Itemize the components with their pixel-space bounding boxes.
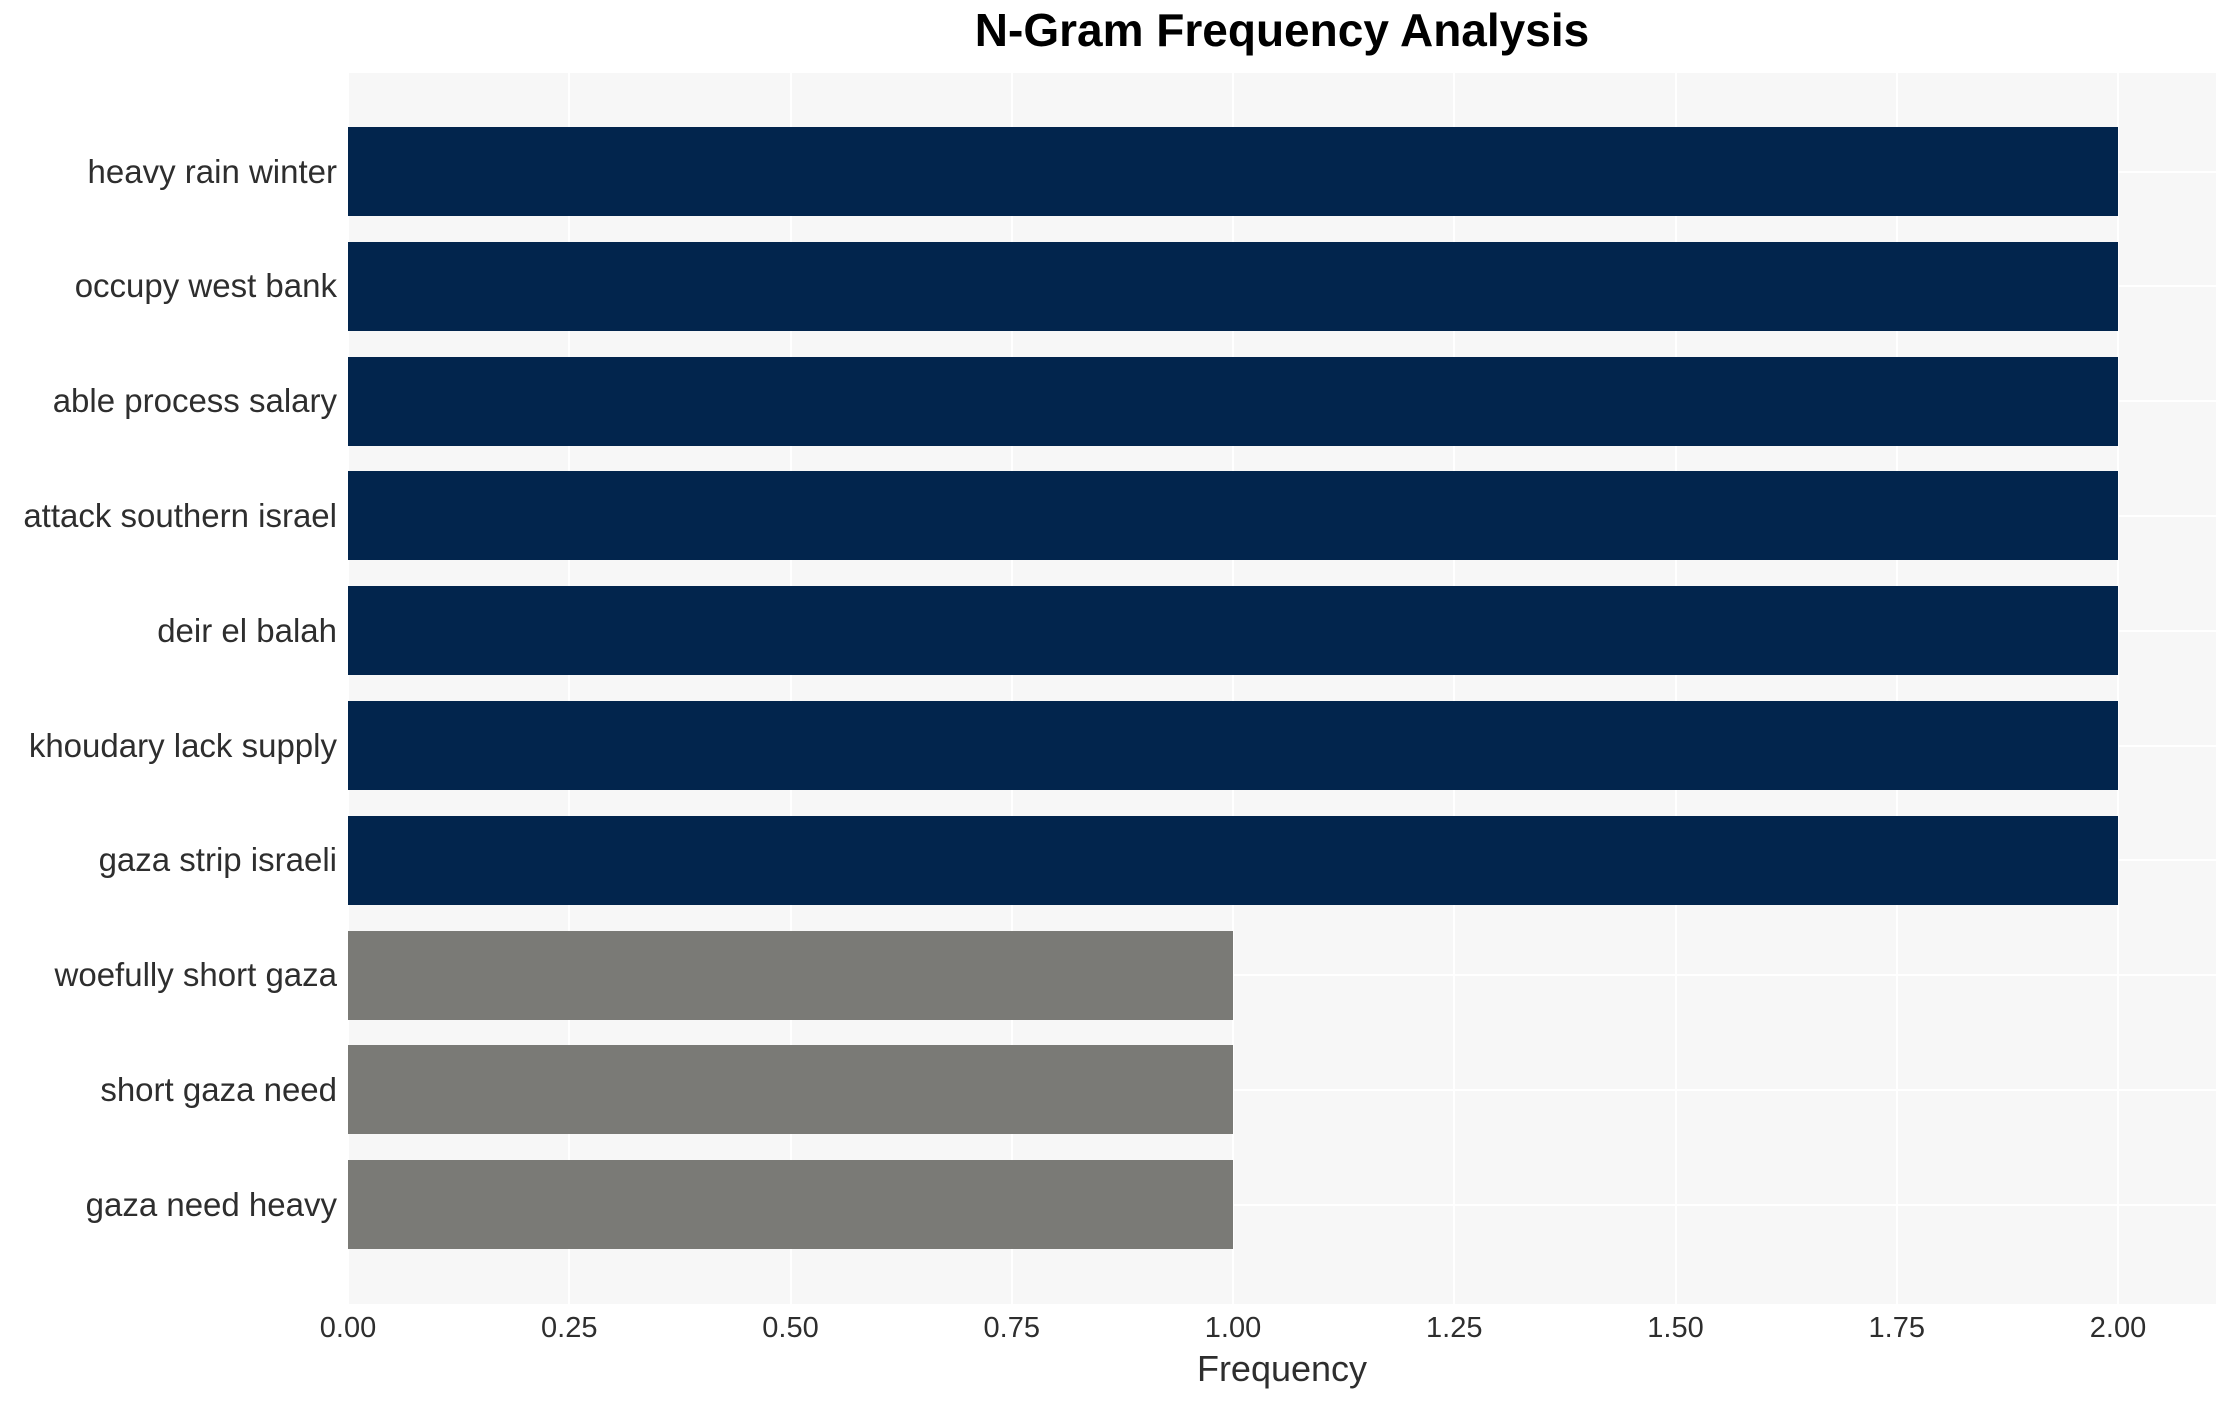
bar — [348, 701, 2118, 790]
x-tick-label: 0.50 — [762, 1312, 819, 1344]
y-axis-label: occupy west bank — [74, 267, 337, 305]
x-tick-label: 0.00 — [319, 1312, 377, 1344]
bar — [348, 1045, 1233, 1135]
x-tick-label: 1.25 — [1426, 1312, 1483, 1344]
x-tick-label: 0.25 — [541, 1312, 598, 1344]
bar — [348, 356, 2118, 446]
y-axis-label: woefully short gaza — [54, 956, 337, 994]
y-axis-label: attack southern israel — [23, 496, 337, 534]
x-tick-label: 1.50 — [1647, 1312, 1704, 1344]
y-axis-label: khoudary lack supply — [28, 726, 337, 764]
gridline-vertical — [1232, 73, 1234, 1304]
plot-area — [347, 73, 2216, 1304]
bar — [348, 1160, 1233, 1250]
gridline-horizontal — [348, 1088, 2216, 1091]
y-axis-label: deir el balah — [157, 611, 337, 649]
gridline-vertical — [1674, 73, 1677, 1304]
bar — [348, 815, 2118, 905]
y-axis-label: heavy rain winter — [87, 152, 337, 190]
chart-title: N-Gram Frequency Analysis — [974, 4, 1590, 56]
x-tick-label: 1.75 — [1868, 1312, 1925, 1344]
gridline-horizontal — [348, 1203, 2216, 1206]
x-axis-title: Frequency — [1196, 1348, 1368, 1389]
y-axis-label: short gaza need — [100, 1070, 337, 1108]
gridline-vertical — [1453, 73, 1456, 1304]
y-axis-label: gaza strip israeli — [98, 841, 337, 879]
gridline-vertical — [789, 73, 792, 1304]
bar — [348, 241, 2118, 331]
bar — [348, 586, 2118, 676]
gridline-vertical — [568, 73, 571, 1304]
gridline-vertical — [347, 73, 349, 1304]
bar — [348, 127, 2118, 216]
gridline-vertical — [2117, 73, 2119, 1304]
x-tick-label: 0.75 — [983, 1312, 1040, 1344]
gridline-horizontal — [348, 974, 2216, 977]
x-tick-label: 1.00 — [1204, 1312, 1262, 1344]
gridline-vertical — [1895, 73, 1898, 1304]
bar — [348, 930, 1233, 1020]
x-tick-label: 2.00 — [2089, 1312, 2147, 1344]
gridline-vertical — [1010, 73, 1013, 1304]
y-axis-label: gaza need heavy — [85, 1185, 337, 1223]
bar — [348, 471, 2118, 561]
y-axis-label: able process salary — [52, 382, 337, 420]
